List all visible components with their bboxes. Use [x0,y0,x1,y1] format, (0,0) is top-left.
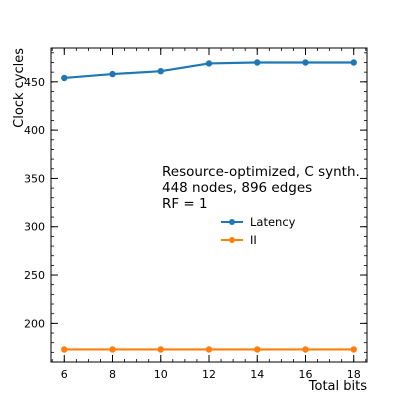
x-tick-label: 12 [202,368,216,381]
y-tick-label: 200 [24,317,45,330]
data-point-ii [254,346,261,353]
x-tick-label: 6 [61,368,68,381]
data-point-latency [157,67,164,75]
x-axis-label: Total bits [308,379,367,394]
x-tick-label: 10 [154,368,168,381]
data-point-ii [205,346,213,353]
minor-ticks [51,48,367,363]
legend-label-latency: Latency [250,215,296,229]
data-point-ii [61,346,68,353]
data-point-latency [61,74,68,82]
annotation-line-1: Resource-optimized, C synth. [162,164,360,180]
data-point-ii [350,346,357,353]
x-tick-label: 16 [298,368,312,381]
x-tick-label: 18 [347,368,361,381]
annotation-line-3: RF = 1 [162,196,208,212]
data-point-latency [350,59,357,66]
legend-label-ii: II [250,233,257,247]
data-point-ii [109,346,116,353]
annotation: Resource-optimized, C synth. 448 nodes, … [162,164,360,212]
y-tick-label: 250 [24,269,45,282]
legend-entry-ii: II [221,233,257,247]
data-point-ii [157,346,164,353]
y-tick-label: 300 [24,221,45,234]
y-tick-label: 350 [24,172,45,185]
data-point-latency [302,59,309,66]
major-ticks [51,48,367,362]
data-point-latency [109,70,116,78]
x-tick-label: 8 [109,368,116,381]
plot-frame [50,47,368,363]
annotation-line-2: 448 nodes, 896 edges [162,180,312,196]
y-tick-label: 400 [24,124,45,137]
y-tick-label: 450 [24,76,45,89]
x-tick-label: 14 [250,368,264,381]
series-layer [61,59,357,353]
data-point-ii [302,346,309,353]
tick-labels: 6 8 10 12 14 16 18 200 250 300 350 400 450 [24,76,361,381]
legend-marker-ii [229,237,235,243]
legend: Latency II [221,215,296,247]
legend-entry-latency: Latency [221,215,296,229]
legend-marker-latency [229,219,235,225]
y-axis-label: Clock cycles [12,48,27,128]
data-point-latency [254,59,261,66]
data-point-latency [205,60,213,67]
